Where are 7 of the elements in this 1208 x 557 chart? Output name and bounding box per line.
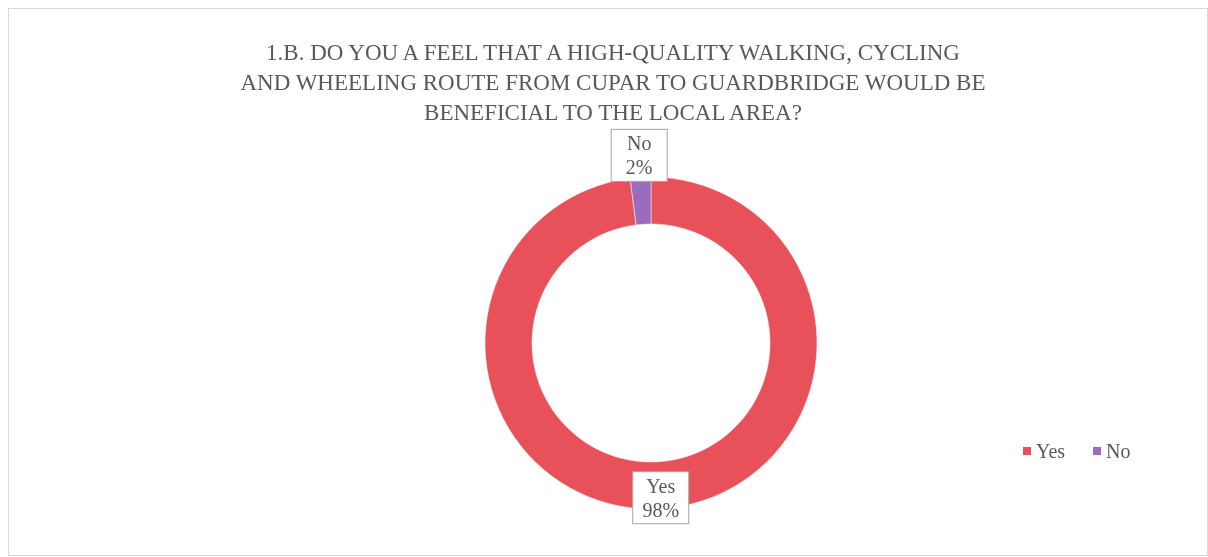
- slice-label: Yes: [646, 474, 676, 497]
- data-label: 98%: [642, 498, 680, 521]
- chart-title: 1.B. DO YOU A FEEL THAT A HIGH-QUALITY WALKING, CYCLING AND WHEELING ROUTE FROM CUPAR TO GUARDBRIDGE WOULD BE BENEFICIAL TO THE LOCAL AREA?: [240, 40, 986, 125]
- slice-label: No: [626, 132, 652, 155]
- legend-label: No: [1106, 440, 1131, 462]
- legend-label: Yes: [1036, 440, 1066, 462]
- data-label: 2%: [625, 156, 653, 179]
